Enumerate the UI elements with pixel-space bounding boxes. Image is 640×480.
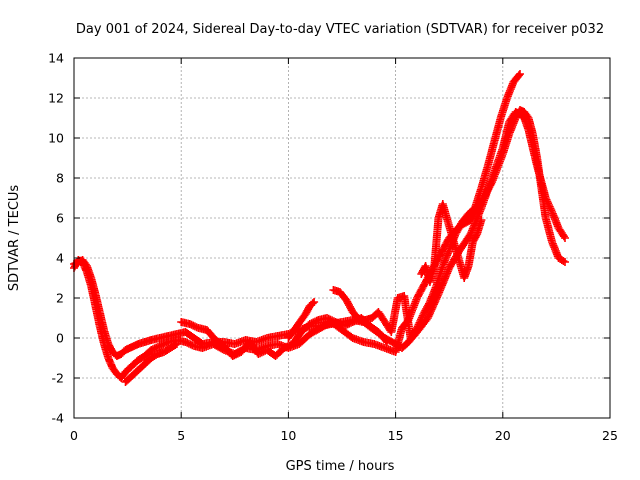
y-axis-label: SDTVAR / TECUs — [7, 185, 22, 292]
y-tick-label: 0 — [56, 331, 64, 346]
data-point — [561, 258, 569, 266]
grid — [74, 58, 610, 418]
x-tick-label: 20 — [495, 428, 511, 443]
y-tick-label: 6 — [56, 211, 64, 226]
data-point — [172, 340, 181, 348]
data-point — [516, 70, 524, 78]
plot-frame — [73, 57, 611, 419]
x-tick-label: 10 — [280, 428, 296, 443]
y-tick-label: 4 — [56, 251, 64, 266]
y-tick-label: 8 — [56, 171, 64, 186]
x-tick-label: 5 — [177, 428, 185, 443]
data-point — [561, 234, 569, 242]
data-point — [383, 338, 391, 346]
y-tick-label: 12 — [48, 91, 64, 106]
x-axis-label: GPS time / hours — [286, 459, 395, 474]
y-tick-label: 10 — [48, 131, 64, 146]
x-tick-label: 15 — [388, 428, 404, 443]
x-tick-label: 0 — [70, 428, 78, 443]
y-tick-label: -4 — [52, 411, 65, 426]
data-point — [310, 298, 319, 306]
y-tick-label: 2 — [56, 291, 64, 306]
data-points — [70, 70, 569, 386]
x-tick-label: 25 — [602, 428, 618, 443]
y-tick-label: -2 — [52, 371, 64, 386]
axis-ticks: 0 5 10 15 20 25 -4 -2 0 2 4 6 8 10 12 14 — [48, 51, 618, 444]
chart-title: Day 001 of 2024, Sidereal Day-to-day VTE… — [76, 22, 604, 37]
data-point — [514, 71, 523, 80]
y-tick-label: 14 — [48, 51, 64, 66]
data-point — [477, 216, 486, 224]
